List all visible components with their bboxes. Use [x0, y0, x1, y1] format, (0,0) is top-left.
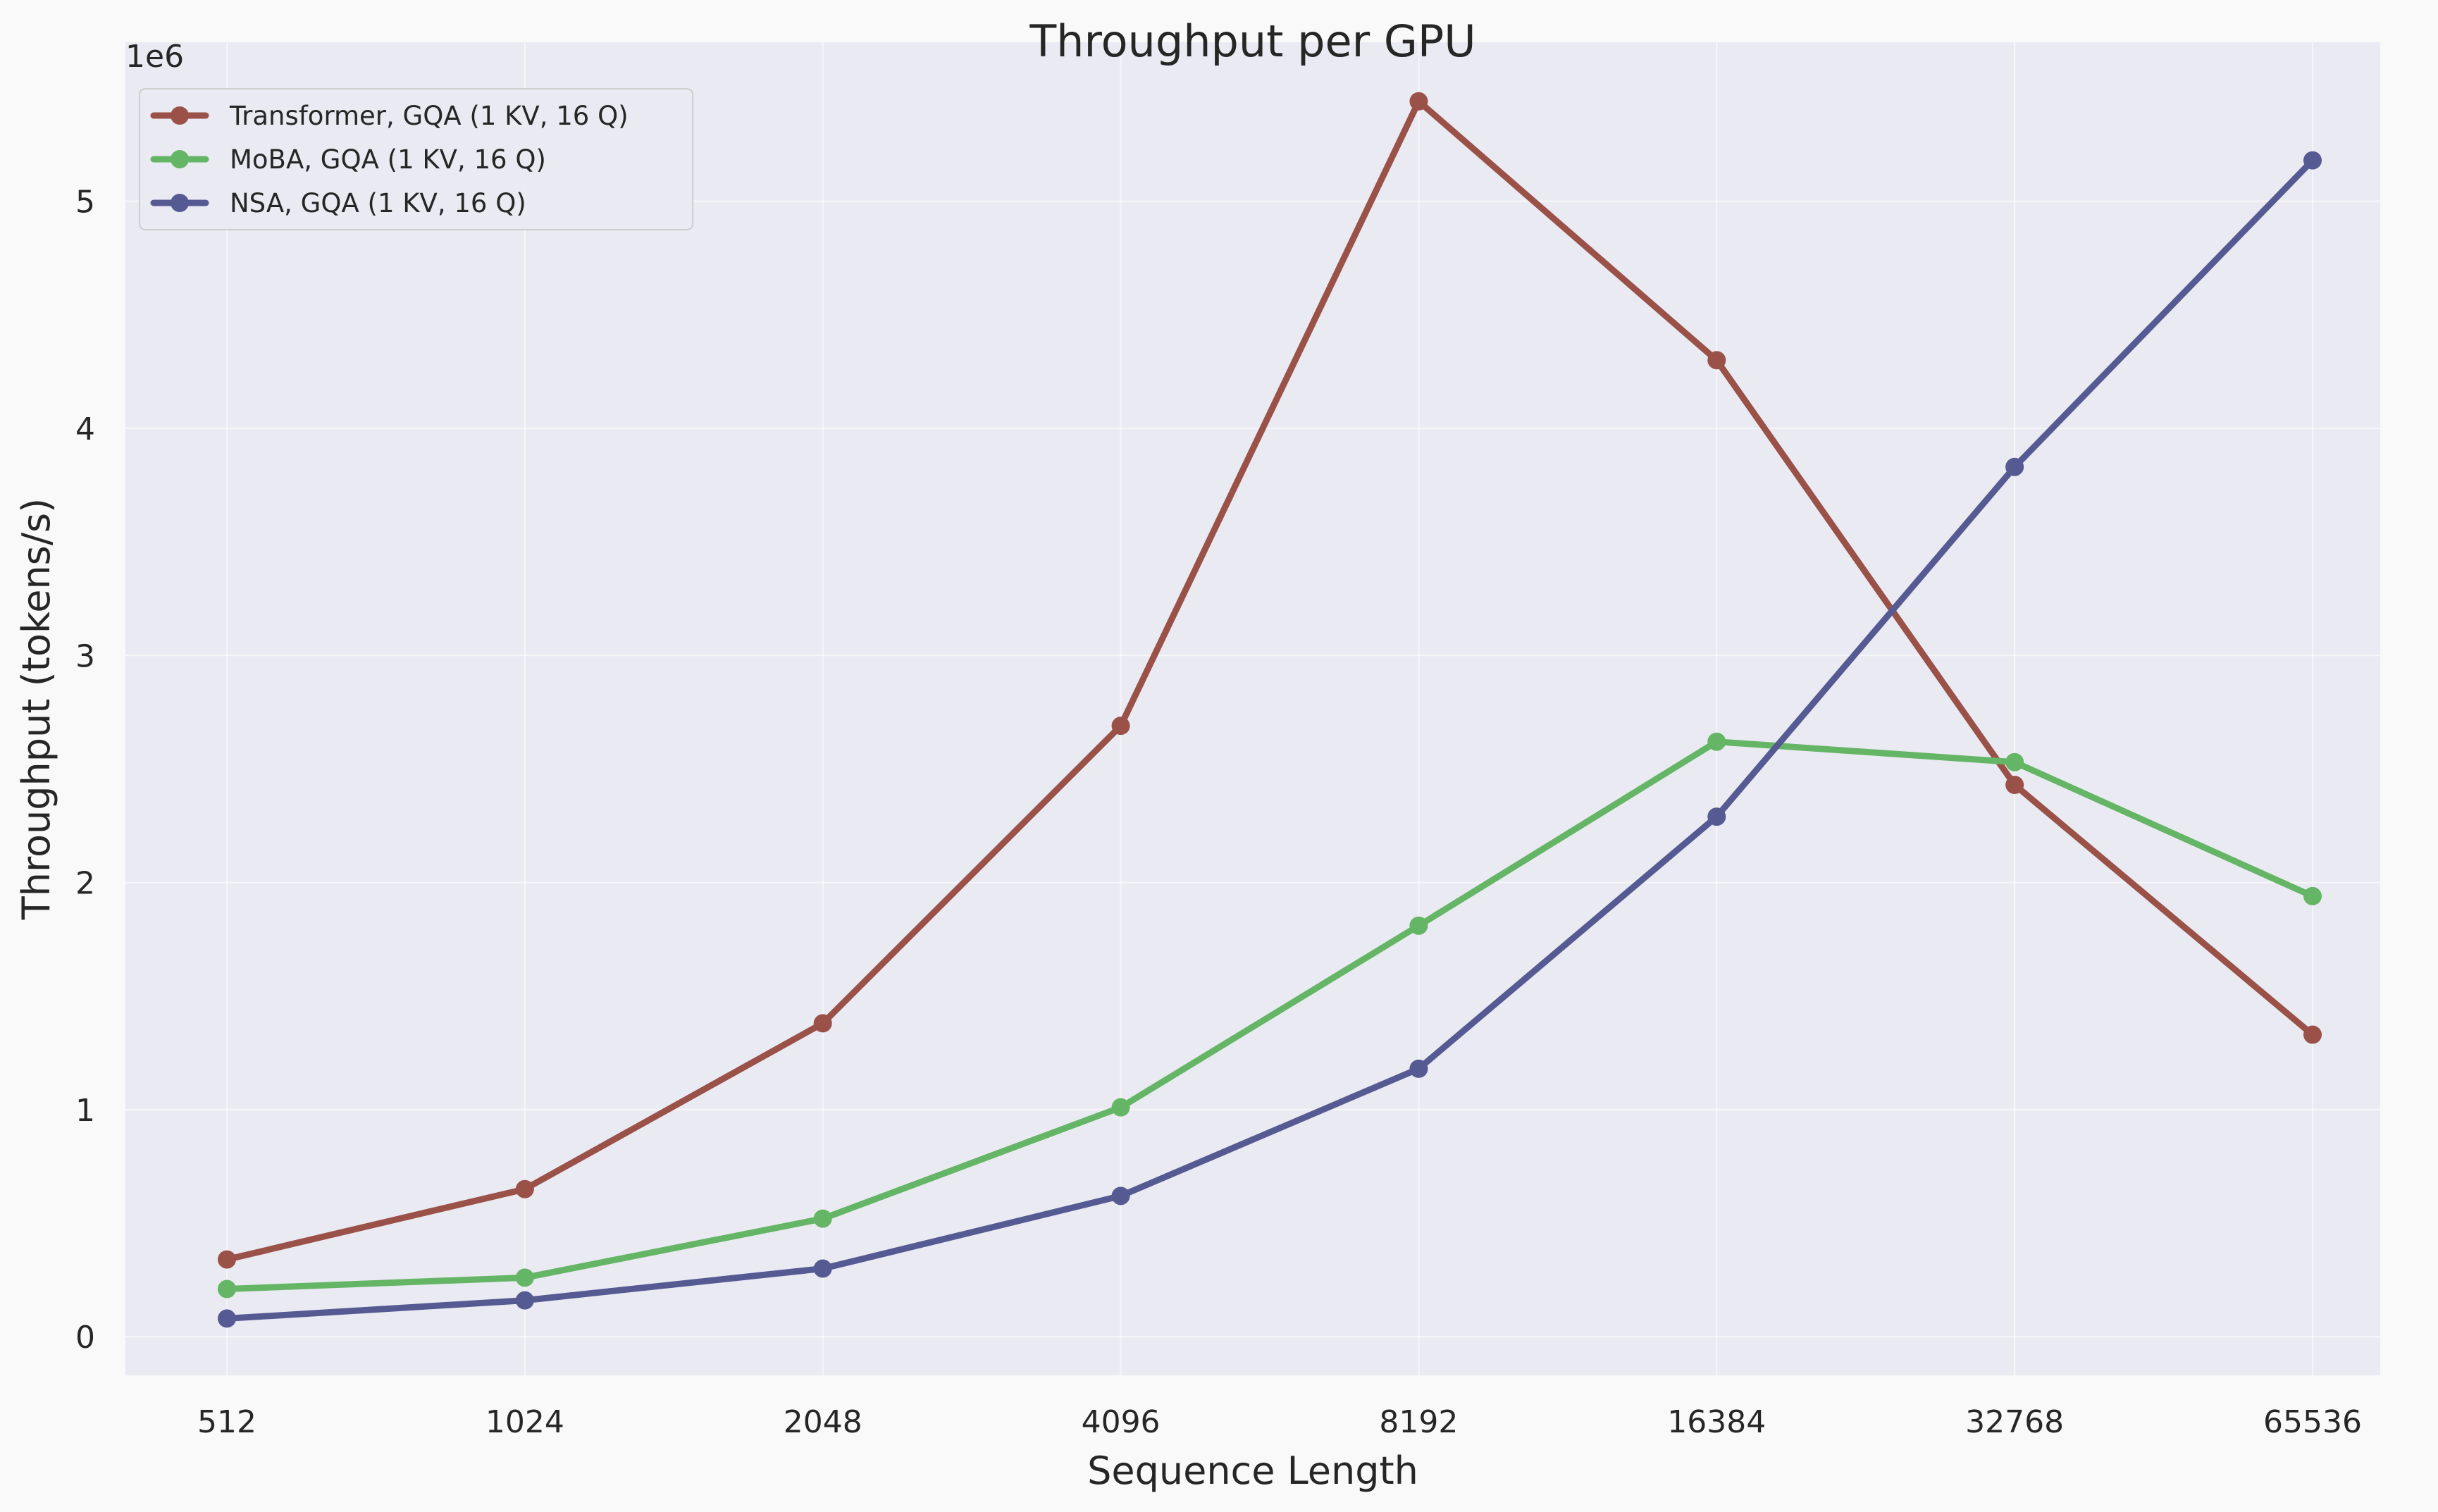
data-point-2-6 — [2005, 457, 2024, 476]
grid-lines — [125, 42, 2380, 1375]
x-tick-label-4: 8192 — [1379, 1404, 1458, 1440]
data-point-0-0 — [218, 1250, 236, 1269]
legend-marker-1 — [171, 150, 189, 168]
data-point-1-0 — [218, 1279, 236, 1299]
data-point-0-5 — [1707, 351, 1726, 370]
data-point-1-7 — [2303, 886, 2322, 905]
legend-label-0: Transformer, GQA (1 KV, 16 Q) — [229, 101, 629, 131]
data-point-0-2 — [813, 1014, 832, 1033]
legend-box — [139, 88, 693, 230]
data-point-2-0 — [218, 1309, 236, 1328]
data-point-2-4 — [1409, 1059, 1428, 1078]
data-point-0-4 — [1409, 92, 1428, 111]
y-tick-labels: 0 1 2 3 4 5 — [75, 185, 95, 1356]
data-point-0-7 — [2303, 1025, 2322, 1044]
x-axis-label: Sequence Length — [1087, 1449, 1418, 1493]
data-point-0-1 — [515, 1179, 534, 1198]
data-point-0-3 — [1111, 717, 1130, 736]
x-tick-labels: 512 1024 2048 4096 8192 16384 32768 65536 — [197, 1404, 2362, 1440]
series-line-1 — [223, 738, 2316, 1293]
data-point-1-3 — [1111, 1098, 1130, 1117]
y-tick-label-5: 5 — [75, 185, 95, 221]
y-tick-label-3: 3 — [75, 638, 95, 674]
series-0 — [218, 92, 2322, 1269]
series-line-0 — [223, 98, 2316, 1263]
x-tick-label-0: 512 — [197, 1404, 256, 1440]
data-point-1-1 — [515, 1268, 534, 1287]
y-tick-label-4: 4 — [75, 411, 95, 447]
data-point-2-7 — [2303, 151, 2322, 170]
y-tick-label-1: 1 — [75, 1093, 95, 1129]
y-tick-label-0: 0 — [75, 1320, 95, 1356]
legend-marker-0 — [171, 106, 189, 125]
x-tick-label-2: 2048 — [784, 1404, 862, 1440]
x-tick-label-7: 65536 — [2263, 1404, 2362, 1440]
legend-label-2: NSA, GQA (1 KV, 16 Q) — [230, 188, 526, 218]
x-tick-label-5: 16384 — [1667, 1404, 1766, 1440]
plot-area — [125, 42, 2380, 1375]
series-2 — [218, 151, 2322, 1328]
series-line-2 — [223, 157, 2316, 1322]
x-tick-label-1: 1024 — [485, 1404, 564, 1440]
x-tick-label-3: 4096 — [1082, 1404, 1161, 1440]
data-point-2-5 — [1707, 807, 1726, 826]
data-point-2-3 — [1111, 1186, 1130, 1206]
data-point-2-2 — [813, 1259, 832, 1278]
data-point-1-5 — [1707, 732, 1726, 751]
legend-label-1: MoBA, GQA (1 KV, 16 Q) — [230, 144, 546, 175]
x-tick-label-6: 32768 — [1965, 1404, 2064, 1440]
data-point-1-6 — [2005, 752, 2024, 772]
chart-title: Throughput per GPU — [1029, 16, 1475, 67]
series-layer — [218, 92, 2322, 1328]
legend: Transformer, GQA (1 KV, 16 Q) MoBA, GQA (… — [139, 88, 693, 230]
series-1 — [218, 732, 2322, 1299]
data-point-2-1 — [515, 1291, 534, 1310]
y-offset-label: 1e6 — [125, 39, 184, 75]
legend-marker-2 — [171, 194, 189, 212]
data-point-1-4 — [1409, 916, 1428, 935]
y-tick-label-2: 2 — [75, 866, 95, 902]
data-point-1-2 — [813, 1209, 832, 1228]
data-point-0-6 — [2005, 775, 2024, 794]
y-axis-label: Throughput (tokens/s) — [14, 498, 58, 920]
